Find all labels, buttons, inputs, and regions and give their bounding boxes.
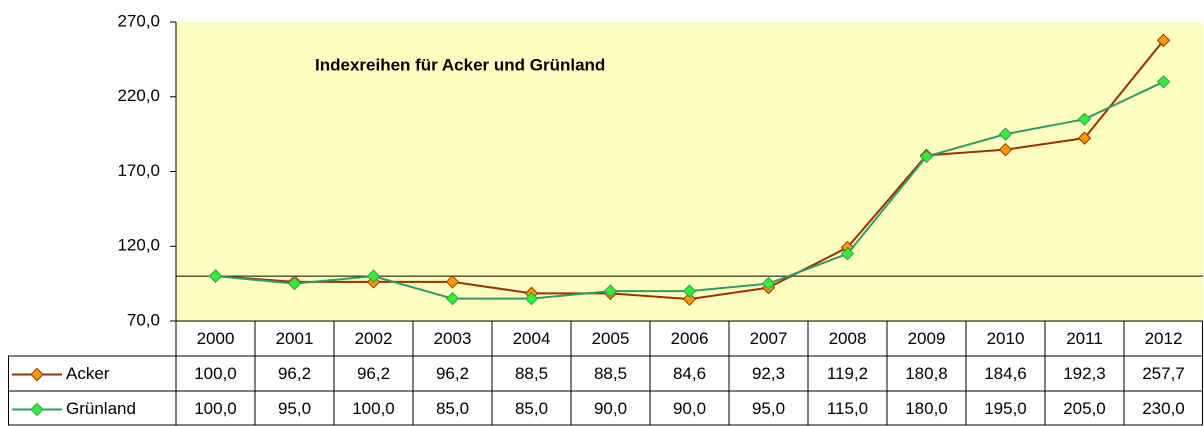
point-marker xyxy=(524,291,539,306)
x-tick-label: 2000 xyxy=(197,329,235,348)
table-value: 92,3 xyxy=(752,364,785,383)
table-value: 230,0 xyxy=(1142,399,1185,418)
x-tick-label: 2011 xyxy=(1066,329,1103,348)
point-marker xyxy=(603,284,618,298)
point-marker xyxy=(840,247,855,261)
table-value: 195,0 xyxy=(984,399,1027,418)
legend-marker xyxy=(30,367,44,382)
point-marker xyxy=(682,292,697,306)
table-value: 184,6 xyxy=(984,364,1027,383)
legend-label: Grünland xyxy=(66,399,136,418)
table-value: 88,5 xyxy=(515,364,548,383)
table-value: 100,0 xyxy=(194,399,237,418)
table-value: 96,2 xyxy=(278,364,311,383)
table-value: 180,0 xyxy=(905,399,948,418)
point-marker xyxy=(1077,112,1092,126)
table-value: 205,0 xyxy=(1063,399,1106,418)
y-tick-label: 170,0 xyxy=(117,161,160,180)
x-tick-label: 2009 xyxy=(908,329,946,348)
table-value: 96,2 xyxy=(436,364,469,383)
point-marker xyxy=(1156,75,1171,89)
point-marker xyxy=(366,269,381,283)
table-value: 100,0 xyxy=(352,399,395,418)
table-value: 96,2 xyxy=(357,364,390,383)
table-value: 85,0 xyxy=(515,399,548,418)
table-value: 192,3 xyxy=(1063,364,1106,383)
table-value: 90,0 xyxy=(594,399,627,418)
y-tick-label: 270,0 xyxy=(117,11,160,30)
y-tick-label: 120,0 xyxy=(117,236,160,255)
x-tick-label: 2010 xyxy=(987,329,1025,348)
y-tick-label: 70,0 xyxy=(127,310,160,329)
x-tick-label: 2007 xyxy=(750,329,788,348)
plot-area xyxy=(176,22,1203,321)
table-value: 95,0 xyxy=(278,399,311,418)
table-value: 119,2 xyxy=(827,364,868,383)
point-marker xyxy=(1156,33,1171,48)
x-tick-label: 2003 xyxy=(434,329,472,348)
point-marker xyxy=(208,269,223,283)
point-marker xyxy=(761,276,776,291)
x-tick-label: 2008 xyxy=(829,329,867,348)
chart-title: Indexreihen für Acker und Grünland xyxy=(315,55,605,74)
point-marker xyxy=(1077,131,1092,145)
point-marker xyxy=(445,291,460,306)
point-marker xyxy=(919,149,934,164)
point-marker xyxy=(445,275,460,289)
x-tick-label: 2001 xyxy=(276,329,314,348)
table-value: 95,0 xyxy=(752,399,785,418)
table-value: 85,0 xyxy=(436,399,469,418)
point-marker xyxy=(998,142,1013,157)
y-tick-label: 220,0 xyxy=(117,86,160,105)
legend-label: Acker xyxy=(66,364,110,383)
table-value: 88,5 xyxy=(594,364,627,383)
table-value: 115,0 xyxy=(827,399,868,418)
x-tick-label: 2005 xyxy=(592,329,630,348)
x-tick-label: 2004 xyxy=(513,329,551,348)
table-value: 100,0 xyxy=(194,364,237,383)
x-tick-label: 2012 xyxy=(1145,329,1183,348)
x-tick-label: 2002 xyxy=(355,329,393,348)
legend-marker xyxy=(30,402,44,417)
table-value: 84,6 xyxy=(673,364,706,383)
point-marker xyxy=(998,127,1013,141)
point-marker xyxy=(682,284,697,298)
point-marker xyxy=(287,276,302,291)
table-value: 257,7 xyxy=(1142,364,1185,383)
x-tick-label: 2006 xyxy=(671,329,709,348)
table-value: 180,8 xyxy=(905,364,948,383)
table-value: 90,0 xyxy=(673,399,706,418)
